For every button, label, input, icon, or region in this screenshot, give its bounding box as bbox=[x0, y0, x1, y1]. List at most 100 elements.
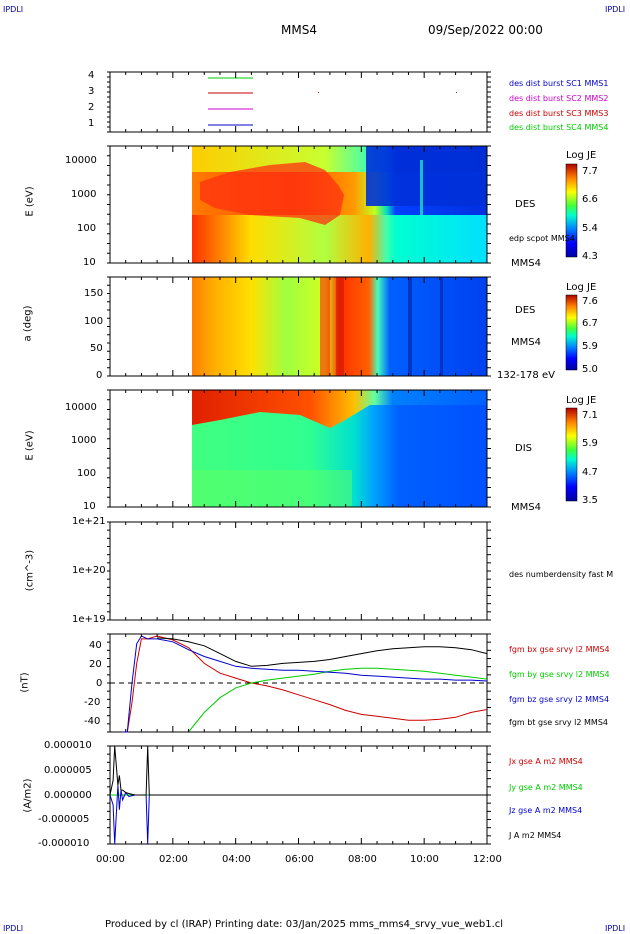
dis-energy-ytick-10: 10 bbox=[83, 501, 96, 512]
des-pitch-ylabel: a (deg) bbox=[22, 305, 34, 342]
des-pitch-colorbar bbox=[565, 294, 578, 371]
bfield-legend-bx: fgm bx gse srvy l2 MMS4 bbox=[509, 645, 610, 654]
des-energy-low-band bbox=[192, 215, 487, 263]
dis-energy-cb-title: Log JE bbox=[566, 395, 597, 406]
des-pitch-red-stripe-1 bbox=[320, 277, 330, 376]
current-lines bbox=[109, 745, 487, 845]
irap-corner-mark-br: IPDLI bbox=[605, 924, 626, 933]
des-energy-hot-core bbox=[200, 162, 344, 225]
bfield-ytick-neg40: -40 bbox=[84, 716, 101, 727]
density-ytick-1e19: 1e+19 bbox=[72, 614, 106, 625]
xtick-1000: 10:00 bbox=[410, 854, 439, 865]
dis-energy-label: DIS bbox=[515, 443, 532, 454]
axis-ticks bbox=[107, 71, 491, 845]
current-legend-jx: Jx gse A m2 MMS4 bbox=[509, 757, 583, 766]
current-ytick-2: 0.000005 bbox=[44, 765, 92, 776]
burst-legend-mms3: des dist burst SC3 MMS3 bbox=[509, 109, 609, 118]
dis-energy-colorbar bbox=[565, 407, 578, 502]
des-pitch-red-stripe-2 bbox=[336, 277, 344, 376]
xtick-0600: 06:00 bbox=[285, 854, 314, 865]
dis-energy-ytick-100: 100 bbox=[77, 468, 97, 479]
current-ytick-3: 0.000000 bbox=[44, 790, 92, 801]
spacecraft-title: MMS4 bbox=[281, 23, 317, 37]
des-energy-streak bbox=[420, 160, 423, 215]
xtick-0200: 02:00 bbox=[159, 854, 188, 865]
bfield-legend-bz: fgm bz gse srvy l2 MMS4 bbox=[509, 695, 610, 704]
des-energy-ytick-10000: 10000 bbox=[65, 155, 97, 166]
current-ytick-4: -0.000005 bbox=[38, 814, 90, 825]
des-energy-quiet-block bbox=[366, 146, 487, 206]
bfield-ytick-20: 20 bbox=[89, 659, 102, 670]
bfield-panel-frame bbox=[109, 633, 488, 733]
bfield-lines bbox=[122, 635, 488, 733]
burst-legend-mms4: des dist burst SC4 MMS4 bbox=[509, 123, 609, 132]
burst-segments bbox=[208, 77, 457, 126]
bfield-ytick-0: 0 bbox=[96, 678, 103, 689]
burst-ytick-3: 3 bbox=[88, 86, 95, 97]
des-energy-overlay-label: edp scpot MMS4 bbox=[509, 234, 575, 243]
current-legend-j: J A m2 MMS4 bbox=[509, 831, 562, 840]
des-pitch-cb-tick-3: 5.9 bbox=[582, 341, 598, 352]
des-energy-cb-tick-3: 5.4 bbox=[582, 223, 598, 234]
des-energy-ylabel: E (eV) bbox=[24, 186, 36, 217]
xtick-1200: 12:00 bbox=[473, 854, 502, 865]
irap-corner-mark-tl: IPDLI bbox=[3, 5, 24, 14]
dis-energy-sc-label: MMS4 bbox=[511, 502, 541, 513]
des-pitch-sc-label: MMS4 bbox=[511, 337, 541, 348]
density-ylabel: (cm^-3) bbox=[24, 549, 36, 592]
bfield-ytick-neg20: -20 bbox=[84, 697, 101, 708]
des-pitch-dark-stripe-1 bbox=[408, 277, 412, 376]
bfield-series-2 bbox=[188, 667, 488, 733]
current-legend-jy: Jy gse A m2 MMS4 bbox=[509, 783, 583, 792]
dis-energy-cb-tick-3: 4.7 bbox=[582, 467, 598, 478]
dis-energy-cb-tick-4: 3.5 bbox=[582, 495, 598, 506]
dis-energy-hot-band bbox=[192, 390, 487, 428]
des-energy-ytick-1000: 1000 bbox=[71, 189, 97, 200]
des-energy-label: DES bbox=[515, 199, 536, 210]
current-legend-jz: Jz gse A m2 MMS4 bbox=[509, 806, 583, 815]
bfield-series-3 bbox=[122, 635, 488, 733]
des-pitch-ytick-100: 100 bbox=[84, 316, 104, 327]
des-pitch-ytick-150: 150 bbox=[84, 288, 104, 299]
bfield-series-4 bbox=[157, 637, 488, 667]
des-pitch-dark-stripe-2 bbox=[440, 277, 443, 376]
dis-energy-cb-tick-1: 7.1 bbox=[582, 410, 598, 421]
density-panel-frame bbox=[109, 521, 488, 621]
burst-panel-frame bbox=[109, 71, 488, 133]
burst-legend-mms2: des dist burst SC2 MMS2 bbox=[509, 94, 609, 103]
des-energy-ytick-10: 10 bbox=[83, 257, 96, 268]
dis-energy-cb-tick-2: 5.9 bbox=[582, 438, 598, 449]
des-energy-sc-label: MMS4 bbox=[511, 258, 541, 269]
current-ytick-1: 0.000010 bbox=[44, 740, 92, 751]
density-legend: des numberdensity fast M bbox=[509, 570, 614, 579]
dis-energy-ytick-1000: 1000 bbox=[71, 435, 97, 446]
bfield-series-1 bbox=[122, 635, 488, 733]
burst-ytick-1: 1 bbox=[88, 118, 95, 129]
dis-energy-ylabel: E (eV) bbox=[24, 430, 36, 461]
bfield-legend-by: fgm by gse srvy l2 MMS4 bbox=[509, 670, 610, 679]
bfield-ylabel: (nT) bbox=[19, 672, 31, 693]
current-ytick-5: -0.000010 bbox=[38, 838, 90, 849]
des-energy-cb-tick-1: 7.7 bbox=[582, 166, 598, 177]
dis-energy-low-band bbox=[192, 470, 352, 507]
burst-ytick-4: 4 bbox=[88, 70, 95, 81]
bfield-legend-bt: fgm bt gse srvy l2 MMS4 bbox=[509, 718, 608, 727]
des-pitch-ytick-50: 50 bbox=[90, 343, 103, 354]
des-pitch-ytick-0: 0 bbox=[96, 370, 103, 381]
irap-corner-mark-tr: IPDLI bbox=[605, 5, 626, 14]
bfield-ytick-40: 40 bbox=[89, 640, 102, 651]
des-energy-spectrogram bbox=[192, 146, 487, 263]
des-energy-cb-title: Log JE bbox=[566, 150, 597, 161]
burst-ytick-2: 2 bbox=[88, 102, 95, 113]
des-energy-cb-tick-2: 6.6 bbox=[582, 194, 598, 205]
burst-mms3-dot-2 bbox=[456, 92, 457, 93]
dis-energy-spectrogram bbox=[192, 390, 487, 507]
footer-text: Produced by cl (IRAP) Printing date: 03/… bbox=[105, 919, 504, 930]
date-title: 09/Sep/2022 00:00 bbox=[428, 23, 543, 37]
irap-corner-mark-bl: IPDLI bbox=[3, 924, 24, 933]
des-energy-ytick-100: 100 bbox=[77, 223, 97, 234]
burst-mms3-dot-1 bbox=[318, 92, 319, 93]
des-pitch-cb-title: Log JE bbox=[566, 282, 597, 293]
dis-energy-ytick-10000: 10000 bbox=[65, 402, 97, 413]
